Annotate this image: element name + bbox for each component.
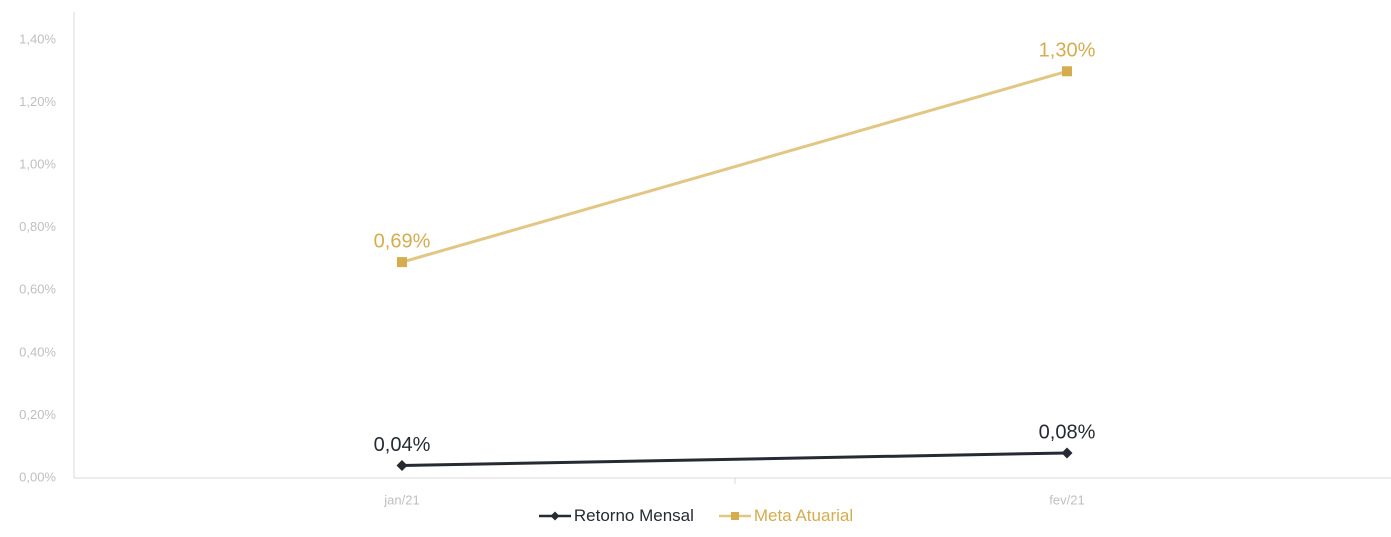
series-line-meta-atuarial: [401, 69, 1068, 264]
data-point-meta-atuarial[interactable]: [397, 257, 407, 268]
series-line-retorno-mensal: [401, 451, 1068, 467]
y-tick-label: 0,00%: [19, 469, 56, 484]
data-label-retorno-mensal: 0,04%: [374, 434, 431, 456]
legend-item-retorno-mensal[interactable]: Retorno Mensal: [538, 506, 694, 526]
diamond-icon: [538, 511, 571, 521]
y-axis-ticks: 0,00% 0,20% 0,40% 0,60% 0,80% 1,00% 1,20% 1,40%: [19, 31, 56, 484]
data-label-meta-atuarial: 1,30%: [1039, 40, 1096, 62]
data-point-meta-atuarial[interactable]: [1062, 66, 1072, 77]
y-tick-label: 0,20%: [19, 407, 56, 422]
y-tick-label: 0,80%: [19, 219, 56, 234]
x-axis-ticks: jan/21 fev/21: [383, 492, 1084, 507]
y-tick-label: 1,40%: [19, 31, 56, 46]
legend-item-meta-atuarial[interactable]: Meta Atuarial: [718, 506, 853, 526]
data-point-retorno-mensal[interactable]: [1061, 447, 1073, 459]
y-tick-label: 0,60%: [19, 282, 56, 297]
data-label-meta-atuarial: 0,69%: [374, 230, 431, 252]
y-tick-label: 1,00%: [19, 157, 56, 172]
data-label-retorno-mensal: 0,08%: [1039, 421, 1096, 443]
legend-label-meta-atuarial: Meta Atuarial: [753, 506, 854, 525]
x-tick-label: jan/21: [383, 492, 419, 507]
y-tick-label: 1,20%: [19, 94, 56, 109]
data-point-retorno-mensal[interactable]: [396, 459, 408, 471]
x-tick-label: fev/21: [1049, 492, 1084, 507]
square-icon: [718, 512, 751, 520]
chart-legend: Retorno Mensal Meta Atuarial: [0, 506, 1391, 526]
legend-label-retorno-mensal: Retorno Mensal: [573, 506, 694, 525]
series-layer: 0,04% 0,08% 0,69% 1,30%: [374, 40, 1096, 471]
y-tick-label: 0,40%: [19, 344, 56, 359]
